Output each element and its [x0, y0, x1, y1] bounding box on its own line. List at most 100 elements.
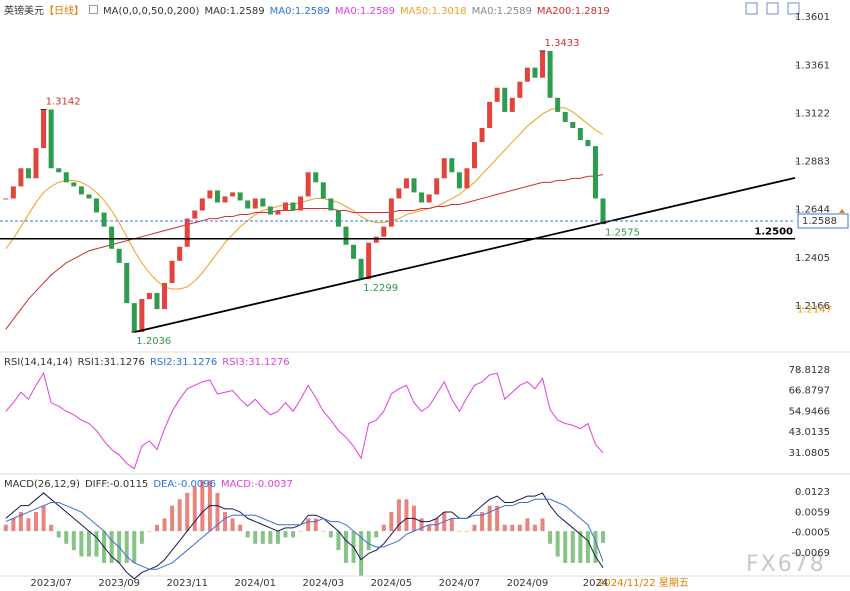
candle [275, 210, 281, 215]
candle [577, 128, 583, 141]
x-tick-label: 2023/09 [98, 578, 140, 589]
candle [472, 142, 477, 169]
x-tick-label: 2024/05 [371, 578, 413, 589]
candle [540, 50, 546, 78]
macd-bar [26, 518, 31, 532]
macd-bar [510, 524, 515, 532]
candle [94, 198, 99, 213]
macd-bar [268, 531, 273, 544]
candle [373, 236, 379, 243]
period: 【日线】 [44, 6, 84, 17]
candle [570, 121, 576, 129]
x-tick-label: 2024/03 [303, 578, 345, 589]
candle [222, 196, 228, 203]
y-tick-label: 1.2883 [795, 157, 830, 168]
candle [237, 192, 243, 201]
candle [585, 140, 591, 147]
candle [214, 190, 220, 203]
macd-bar [147, 531, 152, 532]
macd-bar [457, 531, 462, 532]
annotation: 1.3433 [545, 38, 580, 49]
macd-bar [374, 531, 379, 538]
tool-icon[interactable] [745, 2, 758, 15]
macd-bar [245, 531, 250, 538]
macd-bar [343, 531, 348, 563]
candle [411, 178, 417, 193]
macd-bar [215, 492, 220, 532]
macd-bar [94, 531, 99, 557]
candle [131, 303, 137, 333]
candle [109, 226, 115, 249]
panel-title: RSI(14,14,14) [4, 357, 73, 368]
x-tick-label: 2024/09 [507, 578, 549, 589]
macd-bar [291, 531, 296, 538]
y-tick-label: 54.9466 [789, 406, 830, 417]
macd-bar [41, 505, 46, 532]
candle [517, 81, 523, 98]
indicator-label: RSI1:31.1276 [77, 357, 145, 368]
candle [245, 200, 251, 209]
macd-bar [223, 512, 228, 532]
annotation: 1.2299 [363, 283, 398, 294]
macd-bar [540, 518, 545, 532]
macd-bar [396, 499, 401, 532]
tool-icon[interactable] [787, 2, 800, 15]
macd-bar [283, 531, 288, 538]
macd-bar [56, 531, 61, 538]
macd-bar [601, 531, 606, 543]
macd-line [5, 498, 604, 570]
macd-bar [49, 524, 54, 532]
indicator-label: MA200:1.2819 [536, 6, 610, 17]
y-tick-label: 66.8797 [789, 386, 830, 397]
candle [78, 186, 84, 195]
candle [56, 168, 62, 173]
annotation: 1.2575 [605, 228, 640, 239]
moving-average [5, 107, 604, 290]
macd-bar [238, 524, 243, 532]
candle [162, 282, 168, 310]
indicator-label: MA0:1.2589 [471, 6, 532, 17]
macd-bar [253, 531, 258, 544]
tool-icon[interactable] [766, 2, 779, 15]
candle [396, 188, 402, 199]
candle [33, 148, 39, 179]
candle [358, 258, 364, 280]
candle [260, 198, 266, 207]
macd-bar [79, 531, 84, 557]
macd-bar [578, 531, 583, 563]
y-tick-label: 1.3122 [795, 109, 830, 120]
candle [464, 168, 470, 189]
candle [283, 202, 288, 211]
annotation: 1.2036 [136, 336, 171, 347]
y-tick-label: 1.3361 [795, 60, 830, 71]
y-tick-label: -0.0069 [791, 548, 830, 559]
level-label: 1.2147 [797, 305, 832, 316]
macd-bar [366, 531, 371, 551]
macd-bar [525, 518, 530, 532]
candle [313, 172, 319, 183]
y-tick-label: 0.0059 [795, 507, 830, 518]
candle [154, 293, 160, 310]
macd-bar [404, 499, 409, 532]
candle [10, 186, 16, 199]
x-tick-label: 2023/11 [166, 578, 208, 589]
macd-bar [563, 531, 568, 563]
macd-bar [449, 518, 454, 532]
x-tick-label: 2023/07 [30, 578, 72, 589]
macd-bar [555, 531, 560, 557]
macd-bar [64, 531, 69, 544]
candle [305, 172, 311, 197]
candle [290, 202, 296, 211]
macd-bar [321, 531, 326, 532]
macd-bar [464, 531, 469, 532]
candle [335, 210, 341, 227]
macd-bar [427, 524, 432, 532]
horizontal-line-label: 1.2500 [754, 227, 793, 238]
candle [177, 246, 183, 261]
settings-icon[interactable] [89, 5, 98, 14]
macd-bar [18, 512, 23, 532]
x-tick-label: 2024/07 [439, 578, 481, 589]
macd-bar [502, 524, 507, 532]
y-tick-label: 43.0135 [789, 427, 830, 438]
macd-bar [495, 505, 500, 532]
